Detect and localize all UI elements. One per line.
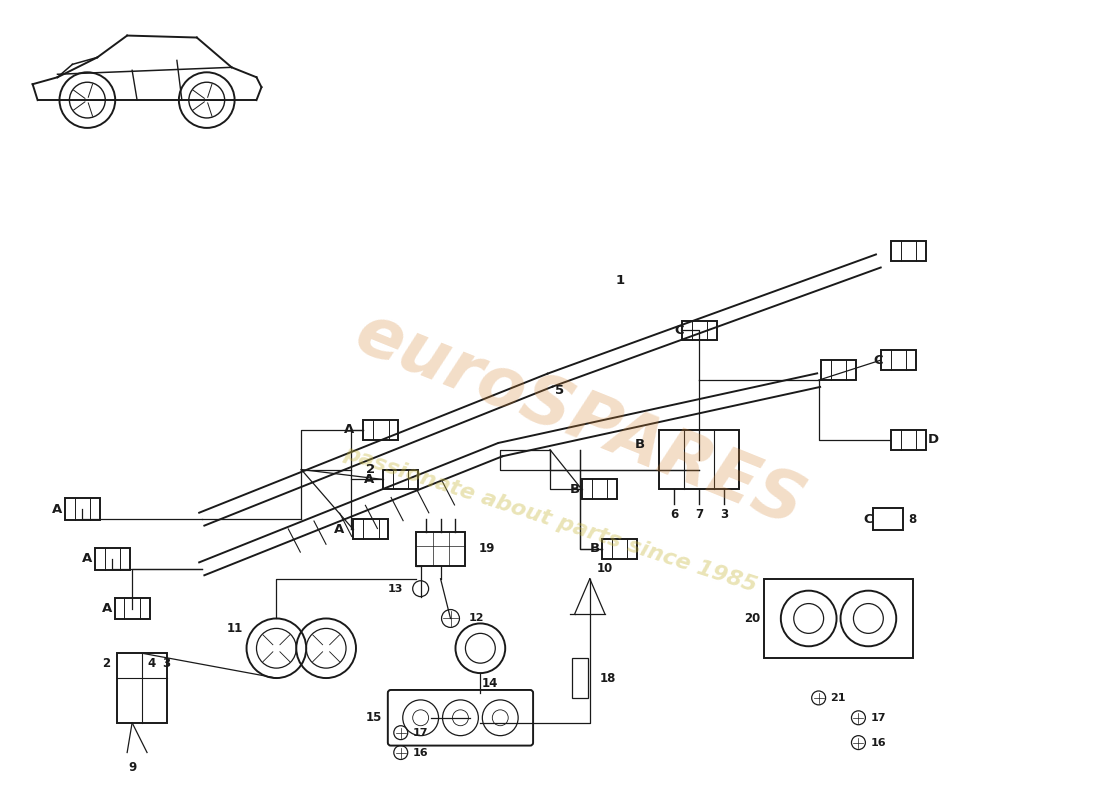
- Bar: [114, 598, 150, 619]
- Bar: [891, 430, 925, 450]
- Text: passionate about parts since 1985: passionate about parts since 1985: [341, 442, 759, 596]
- Text: C: C: [864, 513, 873, 526]
- Text: B: B: [570, 483, 580, 496]
- Bar: [95, 548, 130, 570]
- Text: A: A: [364, 473, 374, 486]
- Bar: [659, 430, 739, 490]
- Text: 1: 1: [615, 274, 624, 287]
- Text: 3: 3: [162, 657, 170, 670]
- Text: A: A: [334, 522, 344, 535]
- Text: 6: 6: [670, 508, 679, 521]
- Text: 16: 16: [870, 738, 886, 748]
- Bar: [881, 350, 915, 370]
- Text: B: B: [635, 438, 645, 451]
- Text: 19: 19: [478, 542, 495, 555]
- Text: A: A: [53, 502, 63, 516]
- Text: 14: 14: [482, 677, 498, 690]
- Text: C: C: [873, 354, 883, 366]
- Bar: [582, 479, 617, 499]
- Text: 12: 12: [469, 614, 484, 623]
- Text: 3: 3: [720, 508, 728, 521]
- Text: 17: 17: [412, 728, 428, 738]
- Bar: [353, 519, 388, 539]
- Text: 18: 18: [600, 671, 616, 685]
- Text: 16: 16: [412, 747, 428, 758]
- Text: 21: 21: [830, 693, 846, 703]
- Bar: [891, 241, 925, 261]
- Bar: [763, 578, 913, 658]
- Bar: [602, 539, 637, 559]
- Bar: [65, 498, 100, 520]
- Text: 5: 5: [556, 383, 564, 397]
- Bar: [873, 508, 903, 530]
- Text: 8: 8: [909, 513, 916, 526]
- Text: 11: 11: [227, 622, 243, 635]
- Text: 2: 2: [366, 463, 375, 476]
- Bar: [363, 420, 398, 440]
- Bar: [682, 321, 717, 341]
- Text: C: C: [674, 324, 684, 337]
- Text: A: A: [82, 552, 92, 566]
- Text: 13: 13: [387, 584, 403, 594]
- Bar: [821, 360, 856, 380]
- Text: D: D: [927, 434, 938, 446]
- Text: 7: 7: [695, 508, 703, 521]
- Text: 4: 4: [147, 657, 155, 670]
- Text: 10: 10: [596, 562, 613, 575]
- Text: 9: 9: [128, 761, 136, 774]
- Bar: [416, 531, 465, 566]
- Text: B: B: [590, 542, 600, 555]
- Bar: [383, 470, 418, 490]
- Bar: [118, 654, 167, 722]
- Text: 17: 17: [870, 713, 886, 722]
- Text: 15: 15: [366, 711, 383, 724]
- Text: euroSPARES: euroSPARES: [345, 299, 814, 541]
- Text: A: A: [102, 602, 112, 615]
- Text: 20: 20: [744, 612, 760, 625]
- Bar: [572, 658, 587, 698]
- Text: A: A: [344, 423, 354, 436]
- Text: 2: 2: [102, 657, 110, 670]
